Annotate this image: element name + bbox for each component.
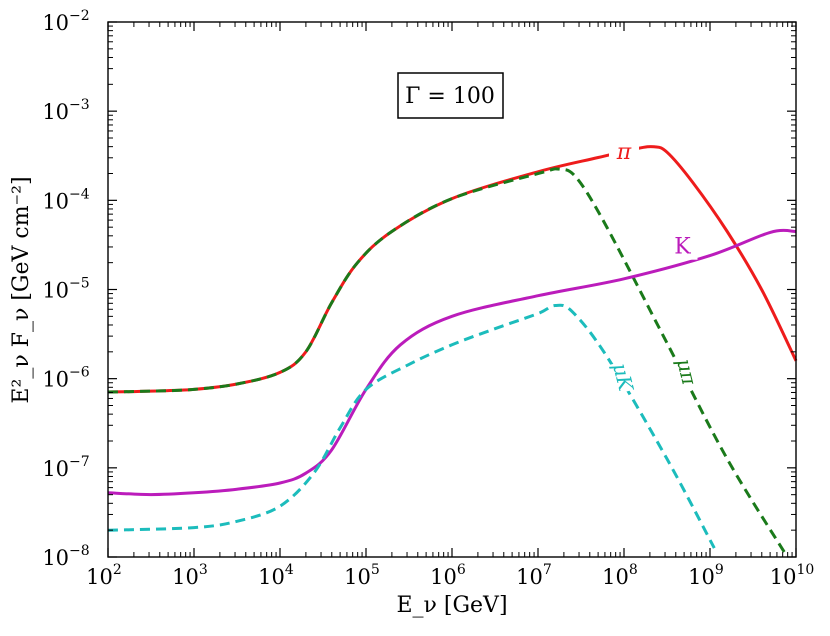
x-tick-label: 105	[344, 562, 380, 589]
y-tick-label: 10−3	[42, 97, 89, 124]
series-layer	[107, 145, 798, 558]
y-tick-label: 10−8	[42, 543, 89, 570]
series-label-: π	[616, 140, 632, 165]
series-label-gap	[667, 233, 698, 260]
x-tick-label: 102	[86, 562, 122, 589]
x-axis-label: E_ν [GeV]	[396, 593, 507, 618]
series-label-group: μK	[606, 359, 640, 395]
series-line-k	[107, 228, 797, 497]
x-tick-label: 104	[258, 562, 294, 589]
x-tick-label: 106	[430, 562, 466, 589]
x-tick-label: 107	[516, 562, 552, 589]
x-tick-label: 109	[688, 562, 724, 589]
annotation-box-text: Γ = 100	[405, 84, 495, 109]
plot-frame	[107, 21, 797, 558]
y-tick-label: 10−5	[42, 276, 89, 303]
series-label-group: μπ	[670, 353, 704, 390]
x-tick-label: 103	[172, 562, 208, 589]
series-label-gap	[606, 359, 640, 395]
x-tick-label: 108	[602, 562, 638, 589]
y-tick-label: 10−2	[42, 8, 89, 35]
y-tick-label: 10−6	[42, 365, 89, 392]
y-tick-label: 10−7	[42, 454, 89, 481]
series-labels: π μπ KμK	[606, 139, 704, 395]
series-line-k	[107, 303, 716, 549]
series-label-gap	[609, 139, 639, 166]
series-line-	[107, 167, 789, 558]
series-label-group: π	[609, 139, 639, 166]
series-label-group: K	[667, 233, 698, 260]
annotation-box: Γ = 100	[397, 72, 504, 119]
y-axis-label: E²_ν F_ν [GeV cm⁻²]	[9, 176, 34, 403]
series-label-k: K	[674, 235, 691, 260]
x-tick-label: 1010	[770, 562, 815, 589]
series-label-gap	[670, 353, 704, 390]
y-tick-label: 10−4	[42, 186, 89, 213]
